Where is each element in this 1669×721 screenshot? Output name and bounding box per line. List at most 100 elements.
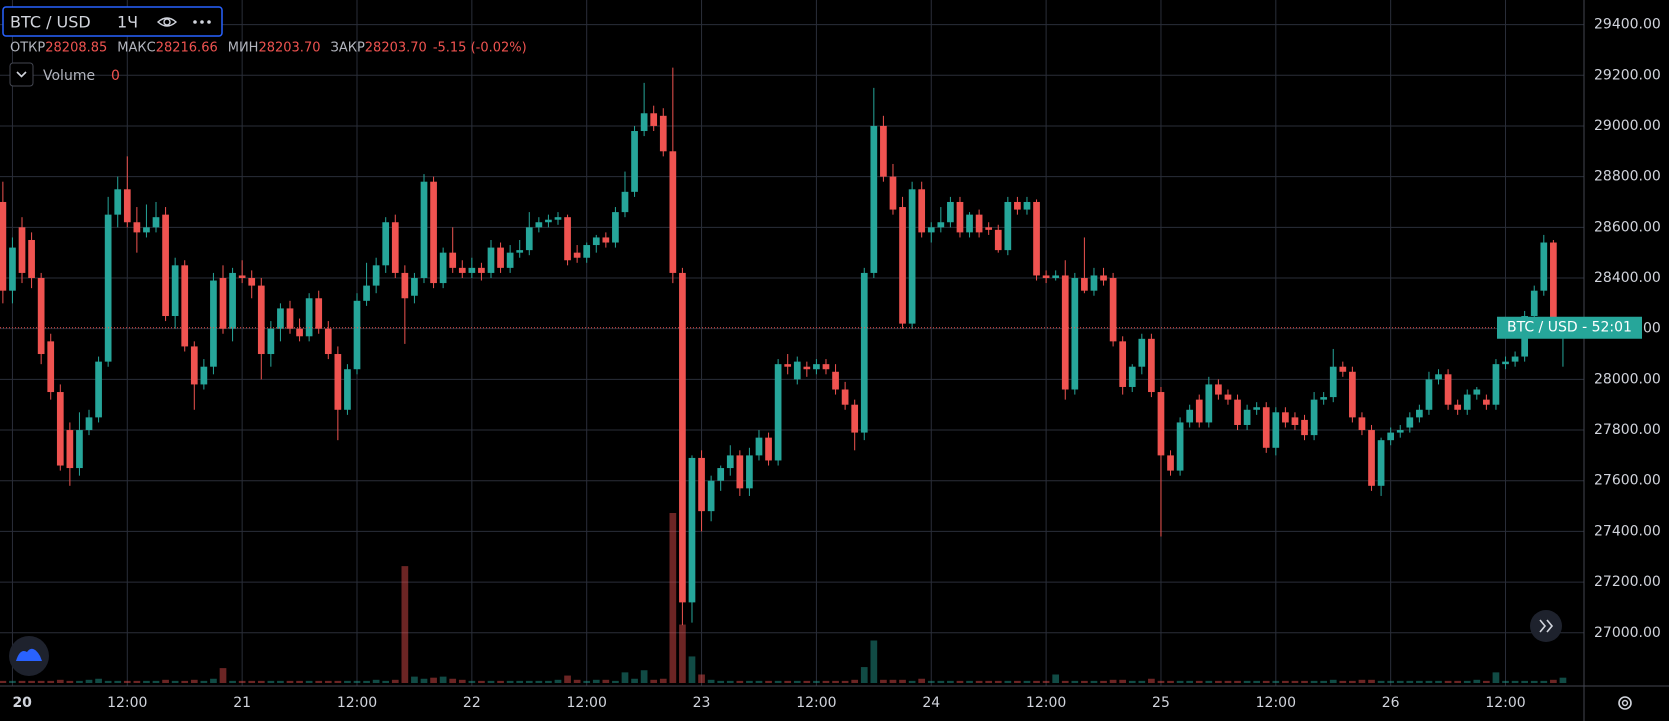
volume-bar — [152, 680, 160, 683]
candle-body — [190, 346, 198, 385]
ohlc-legend: ОТКР 28208.85 МАКС 28216.66 МИН 28203.70 ЗАКР 2… — [10, 41, 527, 56]
volume-bar — [1444, 680, 1452, 683]
candle-body — [813, 364, 820, 370]
volume-bar — [1243, 680, 1251, 683]
candle-body — [47, 341, 55, 393]
volume-bar — [1215, 680, 1222, 683]
candle-body — [1004, 201, 1012, 251]
volume-bar — [1396, 680, 1404, 683]
y-tick-label: 27400.00 — [1594, 523, 1661, 539]
candle-body — [1128, 366, 1136, 387]
volume-bar — [1234, 680, 1241, 683]
volume-bar — [95, 678, 102, 683]
volume-bar — [200, 680, 208, 683]
candle-body — [1014, 201, 1021, 210]
legend-value: 28203.70 — [258, 41, 320, 56]
legend-label: МИН — [228, 41, 259, 56]
volume-bar — [1454, 680, 1462, 683]
volume-bar — [918, 678, 926, 683]
candle-body — [822, 364, 830, 370]
candle-body — [1387, 432, 1395, 441]
candle-body — [1109, 277, 1117, 342]
volume-bar — [363, 680, 370, 683]
x-tick-label: 22 — [463, 695, 481, 711]
volume-bar — [66, 680, 74, 683]
candle-body — [1291, 417, 1299, 425]
settings-icon[interactable] — [1618, 696, 1632, 710]
volume-bar — [1195, 680, 1203, 683]
volume-bar — [401, 566, 409, 683]
candle-body — [37, 277, 45, 355]
candle-body — [1320, 397, 1328, 400]
candle-body — [305, 298, 313, 337]
candle-body — [1272, 412, 1280, 448]
volume-bar — [1282, 680, 1289, 683]
candle-body — [516, 250, 524, 253]
volume-bar — [1205, 680, 1213, 683]
candle-body — [535, 222, 543, 228]
x-tick-label: 12:00 — [107, 695, 147, 711]
candle-body — [1186, 409, 1194, 423]
volume-bar — [1358, 679, 1366, 683]
candle-body — [994, 229, 1002, 251]
volume-bar — [554, 679, 562, 683]
candle-body — [439, 252, 447, 284]
volume-bar — [439, 676, 447, 683]
volume-bar — [774, 680, 782, 683]
volume-bar — [736, 680, 744, 683]
candle-body — [430, 181, 437, 284]
candle-body — [726, 455, 734, 469]
symbol-box[interactable] — [2, 6, 223, 37]
volume-bar — [248, 680, 256, 683]
y-tick-label: 27000.00 — [1594, 625, 1661, 641]
candle-body — [1511, 356, 1519, 362]
volume-bar — [0, 680, 7, 683]
candle-body — [324, 328, 332, 355]
legend-label: ЗАКР — [330, 41, 364, 56]
y-tick-label: 28800.00 — [1594, 169, 1661, 185]
volume-bar — [564, 675, 571, 683]
candle-body — [28, 239, 35, 278]
candle-body — [391, 222, 399, 273]
candle-body — [851, 404, 859, 433]
volume-bar — [899, 679, 906, 683]
price-tag — [1497, 316, 1642, 339]
volume-bar — [1042, 680, 1050, 683]
y-tick-label: 27600.00 — [1594, 473, 1661, 489]
candle-body — [171, 265, 179, 317]
collapse-button[interactable] — [9, 62, 34, 87]
volume-bar — [985, 680, 993, 683]
price-tag-label: BTC / USD - 52:01 — [1507, 320, 1632, 336]
candle-body — [564, 217, 571, 261]
candle-body — [229, 272, 236, 329]
volume-bar — [382, 680, 390, 683]
legend-change: -5.15 (-0.02%) — [433, 41, 527, 56]
volume-bar — [324, 680, 332, 683]
more-icon[interactable] — [193, 20, 211, 24]
volume-bar — [1023, 680, 1031, 683]
candle-body — [344, 369, 351, 410]
volume-bar — [1559, 677, 1567, 683]
eye-icon[interactable] — [156, 17, 178, 27]
candle-body — [573, 252, 581, 258]
candle-body — [56, 392, 64, 466]
volume-bar — [468, 680, 476, 683]
candle-body — [1301, 419, 1308, 436]
volume-bar — [18, 680, 26, 683]
y-tick-label: 29400.00 — [1594, 17, 1661, 33]
candle-body — [449, 252, 457, 268]
x-tick-label: 12:00 — [1485, 695, 1525, 711]
volume-bar — [238, 680, 246, 683]
volume-bar — [1176, 680, 1184, 683]
volume-bar — [1119, 679, 1127, 683]
volume-bar — [870, 640, 878, 683]
candle-body — [793, 361, 801, 380]
volume-bar — [726, 680, 734, 683]
candle-body — [717, 468, 725, 481]
candle-body — [1396, 430, 1404, 433]
legend-value: 28208.85 — [45, 41, 107, 56]
candle-body — [487, 247, 495, 273]
candle-body — [899, 207, 906, 324]
candle-body — [669, 151, 677, 273]
volume-bar — [669, 513, 677, 683]
